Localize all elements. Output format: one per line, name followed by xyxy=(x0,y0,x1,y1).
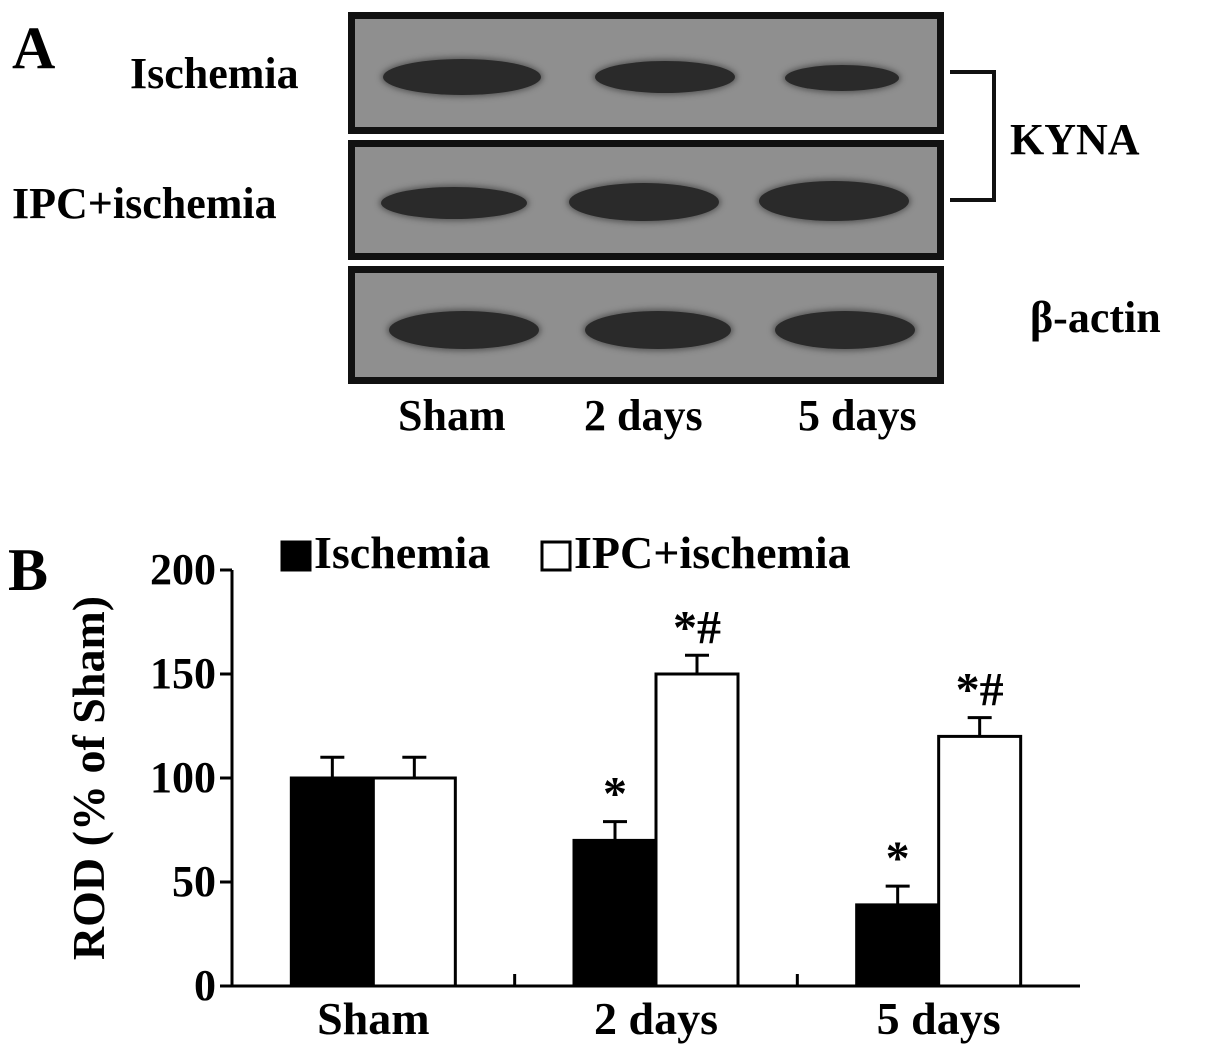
legend-label: Ischemia xyxy=(314,527,490,578)
lane-label-sham: Sham xyxy=(398,391,506,440)
lane-label-5days: 5 days xyxy=(798,391,917,440)
legend-swatch xyxy=(540,540,572,572)
y-tick-label: 100 xyxy=(150,753,216,802)
band-ipc-5days xyxy=(759,181,909,221)
y-axis-label: ROD (% of Sham) xyxy=(63,596,114,960)
significance-mark: *# xyxy=(956,664,1004,717)
x-tick-label: Sham xyxy=(317,993,429,1044)
blot-beta-actin xyxy=(348,266,944,384)
panel-a-letter: A xyxy=(12,15,56,81)
row-label-ipc-ischemia: IPC+ischemia xyxy=(12,179,277,228)
band-actin-5days xyxy=(775,311,915,349)
bar-ischemia xyxy=(289,776,375,988)
band-ipc-sham xyxy=(381,187,527,219)
band-ischemia-sham xyxy=(383,59,541,95)
bar-ipc-ischemia xyxy=(654,672,740,988)
band-actin-2days xyxy=(585,311,731,349)
y-tick-label: 150 xyxy=(150,649,216,698)
band-actin-sham xyxy=(389,311,539,349)
legend-label: IPC+ischemia xyxy=(574,527,851,578)
significance-mark: * xyxy=(603,768,627,821)
beta-actin-label: β-actin xyxy=(1030,293,1161,342)
y-tick-label: 50 xyxy=(172,857,216,906)
kyna-bracket xyxy=(950,70,996,202)
kyna-label: KYNA xyxy=(1010,115,1140,164)
row-label-ischemia: Ischemia xyxy=(130,49,299,98)
bar-ipc-ischemia xyxy=(937,734,1023,988)
bar-ischemia xyxy=(572,838,658,988)
y-tick-label: 0 xyxy=(194,961,216,1010)
band-ipc-2days xyxy=(569,183,719,221)
bar-ipc-ischemia xyxy=(371,776,457,988)
significance-mark: *# xyxy=(673,601,721,654)
blot-ipc-ischemia xyxy=(348,140,944,260)
x-tick-label: 5 days xyxy=(877,993,1001,1044)
band-ischemia-2days xyxy=(595,61,735,93)
panel-b-letter: B xyxy=(8,537,49,603)
x-tick-label: 2 days xyxy=(594,993,718,1044)
significance-mark: * xyxy=(886,832,910,885)
y-tick-label: 200 xyxy=(150,545,216,594)
blot-ischemia xyxy=(348,12,944,134)
legend-swatch xyxy=(280,540,312,572)
bar-ischemia xyxy=(855,903,941,988)
lane-label-2days: 2 days xyxy=(584,391,703,440)
band-ischemia-5days xyxy=(785,65,899,91)
